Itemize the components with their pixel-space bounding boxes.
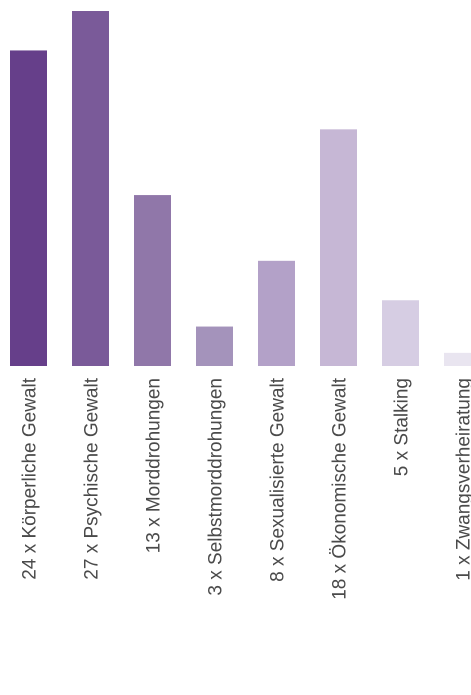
bar-4 xyxy=(196,326,233,366)
category-label-5: 8 x Sexualisierte Gewalt xyxy=(268,377,289,582)
category-label-4: 3 x Selbstmorddrohungen xyxy=(206,378,227,596)
bar-7 xyxy=(382,300,419,366)
category-label-2: 27 x Psychische Gewalt xyxy=(82,377,103,579)
category-label-6: 18 x Ökonomische Gewalt xyxy=(330,377,351,599)
category-labels-group: 24 x Körperliche Gewalt 27 x Psychische G… xyxy=(20,377,471,599)
category-label-1: 24 x Körperliche Gewalt xyxy=(20,377,41,579)
bar-3 xyxy=(134,195,171,366)
bar-8 xyxy=(444,352,471,366)
bar-6 xyxy=(320,129,357,366)
category-label-7: 5 x Stalking xyxy=(392,378,413,476)
bar-2 xyxy=(72,11,109,366)
category-label-8: 1 x Zwangsverheiratung xyxy=(454,378,471,581)
category-label-3: 13 x Morddrohungen xyxy=(144,378,165,553)
bars-group xyxy=(10,11,471,366)
bar-1 xyxy=(10,50,47,366)
bar-5 xyxy=(258,260,295,366)
